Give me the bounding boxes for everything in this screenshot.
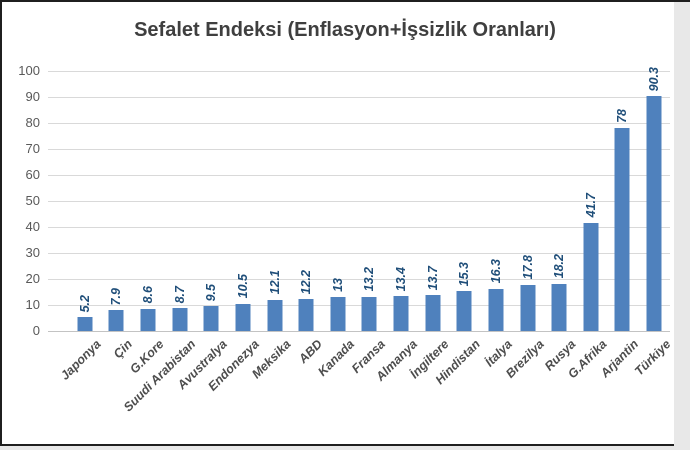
bar [551, 283, 567, 331]
bar [614, 128, 630, 331]
bar [583, 222, 599, 331]
bar-slot: 8.6 G.Kore [128, 66, 167, 376]
bar-slot: 90.3 Türkiye [632, 66, 673, 378]
bar-slot: 13 Kanada [315, 66, 357, 379]
y-axis-tick-label: 0 [32, 323, 40, 338]
bar [488, 288, 504, 331]
bar [203, 306, 219, 331]
bar-slot: 16.3 İtalya [480, 66, 515, 369]
bar [520, 284, 536, 331]
bar [108, 310, 124, 331]
y-axis-tick-label: 60 [25, 167, 40, 182]
gridline [48, 71, 670, 72]
bar-slot: 10.5 Endonezya [205, 66, 262, 393]
bar-value-label: 41.7 [583, 193, 598, 218]
y-axis-tick-label: 40 [25, 219, 40, 234]
bar-slot: 13.4 Almanya [373, 66, 420, 384]
bar-slot: 12.1 Meksika [249, 66, 293, 381]
bar-value-label: 16.3 [488, 259, 503, 284]
bar [235, 303, 251, 331]
bar-value-label: 12.2 [299, 269, 314, 295]
bar-slot: 13.2 Fransa [349, 66, 388, 376]
bar-slot: 13.7 İngiltere [407, 66, 451, 381]
y-axis-tick-label: 20 [25, 271, 40, 286]
bar-slot: 5.2 Japonya [58, 66, 104, 383]
bar-value-label: 13.4 [394, 266, 409, 292]
bar [298, 299, 314, 331]
gridline [48, 305, 670, 306]
bar-value-label: 13.7 [425, 266, 440, 291]
gridline [48, 175, 670, 176]
bar-slot: 9.5 Avustralya [175, 66, 230, 392]
bar-value-label: 78 [615, 109, 630, 124]
bar [267, 299, 283, 331]
bar-value-label: 8.6 [141, 286, 156, 304]
y-axis-tick-label: 70 [25, 141, 40, 156]
bar-slot: 12.2 ABD [290, 66, 325, 366]
bar [172, 308, 188, 331]
bar [361, 296, 377, 331]
bar [330, 297, 346, 331]
bar [140, 308, 156, 331]
bar-value-label: 9.5 [204, 283, 219, 302]
plot-area: 5.2 Japonya 7.9 Çin 8.6 G.Kore 8.7 Suudi Arabis… [58, 66, 673, 414]
bar [456, 291, 472, 331]
bar-slot: 41.7 G.Afrika [565, 66, 609, 381]
bar [646, 96, 662, 331]
y-axis-tick-label: 30 [25, 245, 40, 260]
bar-value-label: 13.2 [362, 267, 377, 292]
gridline [48, 149, 670, 150]
bar-value-label: 10.5 [235, 274, 250, 299]
bar [393, 296, 409, 331]
bar-slot: 17.8 Brezilya [503, 66, 547, 380]
bar-value-label: 15.3 [457, 261, 472, 287]
bar-value-label: 5.2 [77, 295, 92, 313]
y-axis-tick-label: 50 [25, 193, 40, 208]
bar-value-label: 17.8 [520, 255, 535, 280]
y-axis-tick-label: 100 [18, 63, 40, 78]
bar-value-label: 12.1 [267, 270, 282, 295]
bar-value-label: 90.3 [647, 66, 662, 92]
bar-slot: 78 Arjantin [598, 66, 641, 380]
chart-title: Sefalet Endeksi (Enflasyon+İşsizlik Oran… [134, 19, 556, 41]
gridline [48, 123, 670, 124]
bar-value-label: 13 [330, 278, 345, 293]
bar-slot: 18.2 Rusya [542, 66, 578, 373]
bar-value-label: 7.9 [109, 288, 124, 306]
bar-slot: 15.3 Hindistan [433, 66, 483, 387]
chart-frame [0, 0, 674, 446]
gridline [48, 253, 670, 254]
gridline [48, 201, 670, 202]
bar-value-label: 8.7 [172, 286, 187, 304]
bar-slot: 8.7 Suudi Arabistan [121, 66, 198, 414]
y-axis-tick-label: 10 [25, 297, 40, 312]
y-axis-tick-label: 80 [25, 115, 40, 130]
bar-value-label: 18.2 [552, 254, 567, 279]
bar [77, 317, 93, 331]
x-axis-line [48, 331, 670, 332]
gridline [48, 279, 670, 280]
bar [425, 295, 441, 331]
gridline [48, 97, 670, 98]
chart-frame-top-border [0, 0, 690, 2]
y-axis-tick-label: 90 [25, 89, 40, 104]
gridline [48, 227, 670, 228]
bar-slot: 7.9 Çin [101, 66, 135, 361]
